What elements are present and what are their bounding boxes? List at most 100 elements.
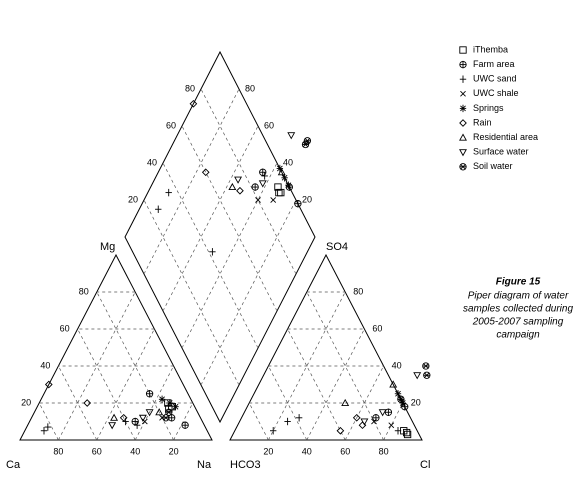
diamond-point [258,180,267,188]
corner-label: Ca [6,459,21,471]
cation-point [110,413,119,421]
marker-shape [108,422,117,430]
grid-line [248,402,269,441]
tick-label: 20 [169,446,179,456]
corner-label: HCO3 [230,459,261,471]
marker-stroke [398,396,404,403]
cation-point [165,408,173,416]
marker-shape [360,418,369,426]
tick-label: 80 [353,286,363,296]
corner-label: Na [197,459,212,471]
legend-label: Residential area [473,132,538,142]
cation-point [158,395,166,403]
tick-label: 40 [283,157,293,167]
marker-shape [201,168,210,177]
legend-marker [459,75,467,83]
legend-marker [459,133,467,141]
diamond-point [285,181,292,189]
diamond-point [209,248,216,256]
anion-point [423,371,431,379]
tick-label: 60 [166,120,176,130]
marker-shape [258,180,267,188]
grid-line [58,365,98,441]
tick-label: 40 [147,157,157,167]
marker-stroke [460,90,466,97]
marker-shape [352,413,361,422]
caption-line: samples collected during [463,304,573,315]
marker-shape [459,46,467,54]
anion-point [358,421,367,430]
anion-point [413,372,422,380]
legend-label: Springs [473,103,504,113]
legend-marker [459,46,467,54]
diamond-point [201,168,210,177]
cation-point [133,421,141,429]
anion-point [341,398,350,407]
grid-line [77,328,136,441]
anion-point [394,390,402,398]
marker-shape [413,372,422,380]
marker-shape [83,399,92,407]
cation-point [181,421,189,429]
tick-label: 20 [263,446,273,456]
marker-shape [287,132,296,140]
cation-point [166,399,173,407]
marker-shape [155,408,164,416]
tick-label: 20 [128,194,138,204]
anion-point [384,408,393,416]
marker-stroke [255,197,261,203]
grid-line [134,365,174,441]
diamond-point [294,200,302,208]
legend-marker [459,163,467,171]
grid-line [173,402,194,441]
legend-marker [459,104,467,113]
grid-line [287,328,346,441]
anion-point [270,427,277,435]
anion-point [352,413,361,422]
marker-shape [275,188,283,197]
marker-shape [459,133,467,141]
anion-point [422,362,430,370]
cation-point [44,380,53,389]
marker-stroke [276,165,283,172]
marker-stroke [159,396,165,403]
diamond-point [236,186,244,195]
anion-point [388,422,395,429]
diamond-point [261,172,268,180]
tick-label: 80 [245,83,255,93]
marker-shape [189,99,198,108]
tick-label: 80 [379,446,389,456]
marker-shape [145,409,154,417]
caption-line: 2005-2007 sampling [472,317,564,328]
corner-label: Mg [100,241,115,253]
tick-label: 80 [79,286,89,296]
grid-line [162,125,259,312]
marker-shape [119,413,128,422]
grid-line [306,328,365,441]
cation-point [138,414,147,422]
diamond-point [277,168,286,176]
marker-shape [234,176,243,184]
grid-line [200,88,297,275]
tick-label: 20 [302,194,312,204]
cation-triangle [19,253,213,441]
marker-shape [341,398,350,407]
marker-shape [358,421,367,430]
diamond-point [275,188,283,197]
grid-line [162,162,259,349]
diamond-point [234,176,243,184]
marker-stroke [399,400,406,406]
cation-point [108,422,117,430]
anion-point [336,426,345,435]
anion-point [360,418,369,426]
legend-marker [459,119,467,127]
diamond [124,50,316,424]
diamond-point [281,174,288,182]
legend-label: Surface water [473,147,529,157]
marker-shape [44,380,53,389]
grid-line [181,125,278,312]
corner-label: SO4 [326,241,348,253]
grid-line [268,365,308,441]
marker-stroke [270,197,277,203]
diamond-point [274,183,282,191]
